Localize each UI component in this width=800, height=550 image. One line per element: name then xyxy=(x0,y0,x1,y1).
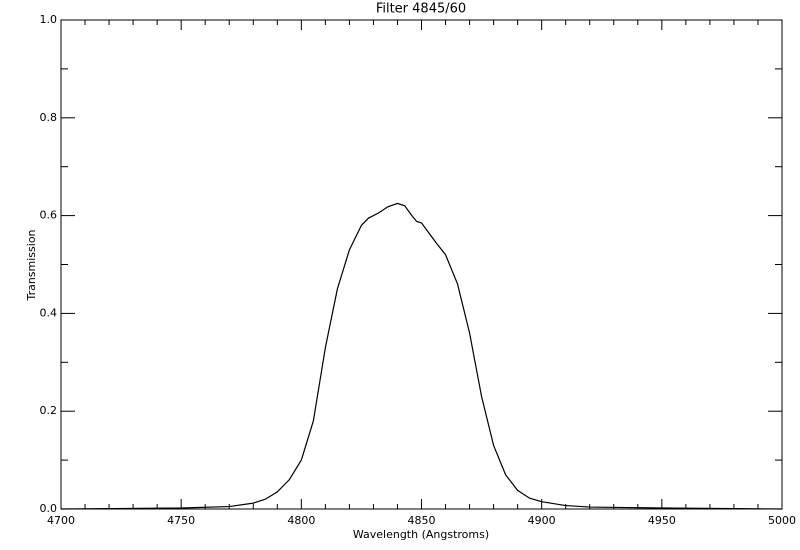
data-line xyxy=(60,202,783,510)
x-tick-label: 4750 xyxy=(167,514,195,527)
y-tick-label: 1.0 xyxy=(40,13,58,26)
y-axis-label: Transmission xyxy=(25,229,38,301)
x-tick-label: 4950 xyxy=(648,514,676,527)
x-tick-label: 4850 xyxy=(408,514,436,527)
y-tick-label: 0.0 xyxy=(40,502,58,515)
y-tick-label: 0.8 xyxy=(40,111,58,124)
chart-title: Filter 4845/60 xyxy=(376,2,466,17)
x-tick-label: 5000 xyxy=(768,514,796,527)
x-tick-label: 4900 xyxy=(528,514,556,527)
y-tick-label: 0.4 xyxy=(40,306,58,319)
x-axis-label: Wavelength (Angstroms) xyxy=(353,528,489,541)
x-tick-label: 4700 xyxy=(47,514,75,527)
y-tick-label: 0.2 xyxy=(40,404,58,417)
x-tick-label: 4800 xyxy=(287,514,315,527)
y-tick-label: 0.6 xyxy=(40,209,58,222)
